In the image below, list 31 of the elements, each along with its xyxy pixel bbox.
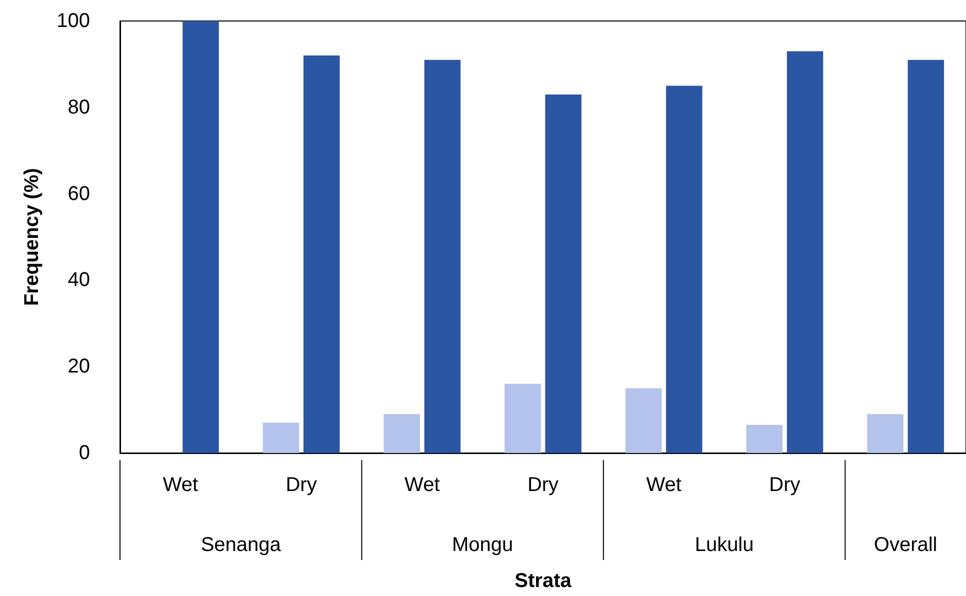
bar <box>504 384 541 453</box>
bar <box>182 21 219 453</box>
y-tick-label: 20 <box>68 356 90 378</box>
text: Mongu <box>452 534 514 556</box>
bar <box>786 51 824 453</box>
bar <box>424 60 461 453</box>
x-axis-title: Strata <box>514 570 572 592</box>
bar <box>303 56 340 453</box>
y-tick-label: 80 <box>68 96 90 118</box>
bar <box>545 94 582 453</box>
x-tick-label: Dry <box>286 474 317 496</box>
y-axis-title: Frequency (%) <box>21 168 43 306</box>
bar <box>262 422 300 453</box>
text: Senanga <box>200 534 282 556</box>
y-tick-label: 100 <box>56 10 90 32</box>
bar <box>666 86 702 453</box>
x-tick-label: Wet <box>646 474 682 496</box>
x-tick-label: Wet <box>404 474 440 496</box>
text: Overall <box>874 534 938 556</box>
x-tick-label: Dry <box>527 474 559 496</box>
bar <box>867 414 904 453</box>
bar <box>625 388 662 453</box>
y-tick-label: 40 <box>68 269 90 292</box>
bar <box>384 414 420 453</box>
y-tick-label: 60 <box>68 182 90 205</box>
y-tick-label: 0 <box>78 442 90 464</box>
x-tick-label: Dry <box>769 474 800 496</box>
bar <box>746 424 783 453</box>
text: Lukulu <box>694 534 754 556</box>
x-tick-label: Wet <box>162 474 198 496</box>
bar <box>908 60 944 453</box>
